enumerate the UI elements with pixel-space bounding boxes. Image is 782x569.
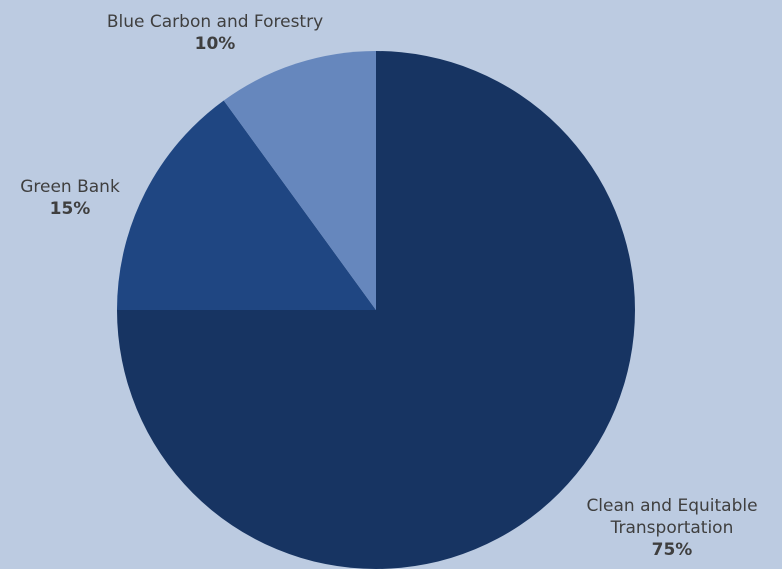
slice-percent-label: 10% bbox=[195, 34, 236, 54]
slice-label-text: Transportation bbox=[610, 518, 734, 538]
slice-percent-label: 75% bbox=[652, 540, 693, 560]
slice-percent-label: 15% bbox=[50, 199, 91, 219]
pie-slice-green-bank bbox=[117, 100, 376, 311]
slice-label-text: Clean and Equitable bbox=[586, 496, 757, 516]
slice-label-text: Green Bank bbox=[20, 177, 120, 197]
slice-label-text: Blue Carbon and Forestry bbox=[107, 12, 323, 32]
pie-slices bbox=[117, 51, 635, 569]
pie-slice-blue-carbon-and-forestry bbox=[223, 51, 376, 310]
